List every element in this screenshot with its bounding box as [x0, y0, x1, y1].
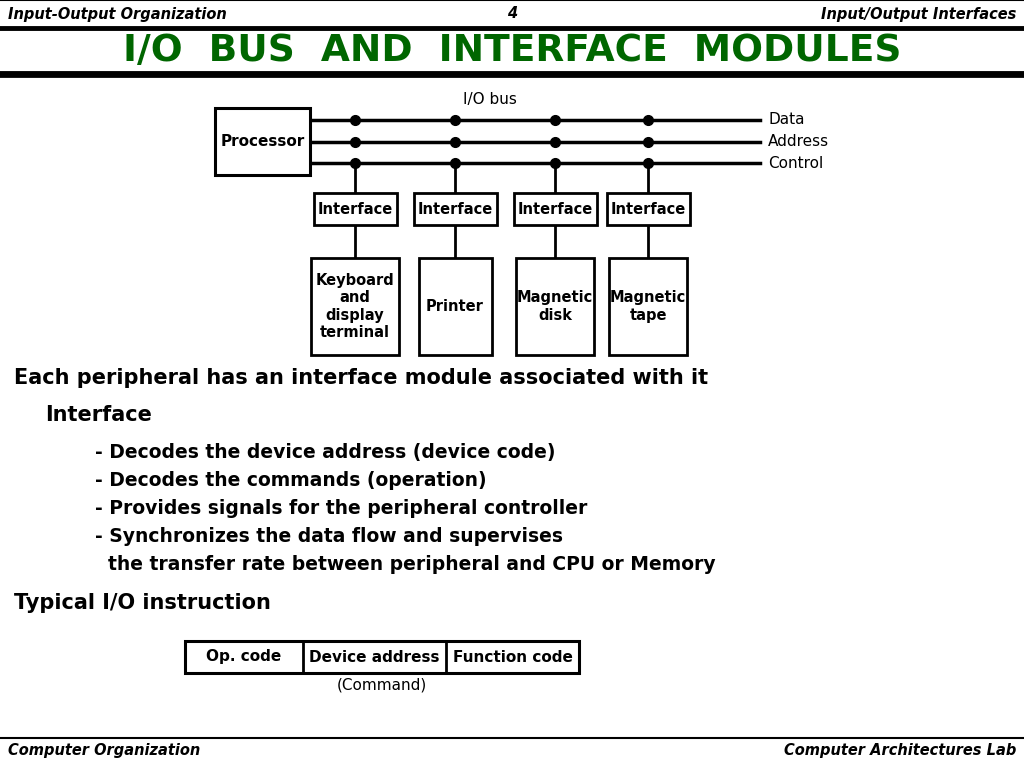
- Bar: [609, 258, 687, 355]
- Text: Processor: Processor: [220, 134, 304, 149]
- Text: Interface: Interface: [610, 201, 686, 217]
- Text: - Synchronizes the data flow and supervises: - Synchronizes the data flow and supervi…: [95, 527, 563, 546]
- Text: Magnetic
tape: Magnetic tape: [610, 290, 686, 323]
- Text: Address: Address: [768, 134, 829, 149]
- Text: Device address: Device address: [309, 650, 439, 664]
- Text: Computer Organization: Computer Organization: [8, 743, 201, 757]
- Bar: [516, 258, 594, 355]
- Text: - Decodes the device address (device code): - Decodes the device address (device cod…: [95, 443, 555, 462]
- Text: Op. code: Op. code: [207, 650, 282, 664]
- Text: the transfer rate between peripheral and CPU or Memory: the transfer rate between peripheral and…: [95, 555, 716, 574]
- Text: Input/Output Interfaces: Input/Output Interfaces: [820, 6, 1016, 22]
- Bar: [606, 193, 689, 225]
- Bar: [185, 641, 579, 673]
- Text: Data: Data: [768, 112, 805, 127]
- Bar: [414, 193, 497, 225]
- Bar: [313, 193, 396, 225]
- Text: - Decodes the commands (operation): - Decodes the commands (operation): [95, 471, 486, 490]
- Text: Printer: Printer: [426, 299, 484, 314]
- Bar: [215, 108, 310, 175]
- Text: Interface: Interface: [45, 405, 152, 425]
- Text: Keyboard
and
display
terminal: Keyboard and display terminal: [315, 273, 394, 340]
- Text: (Command): (Command): [337, 677, 427, 692]
- Text: Interface: Interface: [517, 201, 593, 217]
- Text: Input-Output Organization: Input-Output Organization: [8, 6, 226, 22]
- Text: Computer Architectures Lab: Computer Architectures Lab: [783, 743, 1016, 757]
- Text: Interface: Interface: [418, 201, 493, 217]
- Text: Function code: Function code: [453, 650, 572, 664]
- Bar: [513, 193, 597, 225]
- Text: I/O bus: I/O bus: [463, 92, 517, 107]
- Bar: [311, 258, 399, 355]
- Text: - Provides signals for the peripheral controller: - Provides signals for the peripheral co…: [95, 499, 588, 518]
- Text: Each peripheral has an interface module associated with it: Each peripheral has an interface module …: [14, 368, 709, 388]
- Text: I/O  BUS  AND  INTERFACE  MODULES: I/O BUS AND INTERFACE MODULES: [123, 33, 901, 69]
- Bar: [419, 258, 492, 355]
- Text: Typical I/O instruction: Typical I/O instruction: [14, 593, 271, 613]
- Text: 4: 4: [507, 6, 517, 22]
- Text: Magnetic
disk: Magnetic disk: [517, 290, 593, 323]
- Text: Interface: Interface: [317, 201, 392, 217]
- Text: Control: Control: [768, 155, 823, 170]
